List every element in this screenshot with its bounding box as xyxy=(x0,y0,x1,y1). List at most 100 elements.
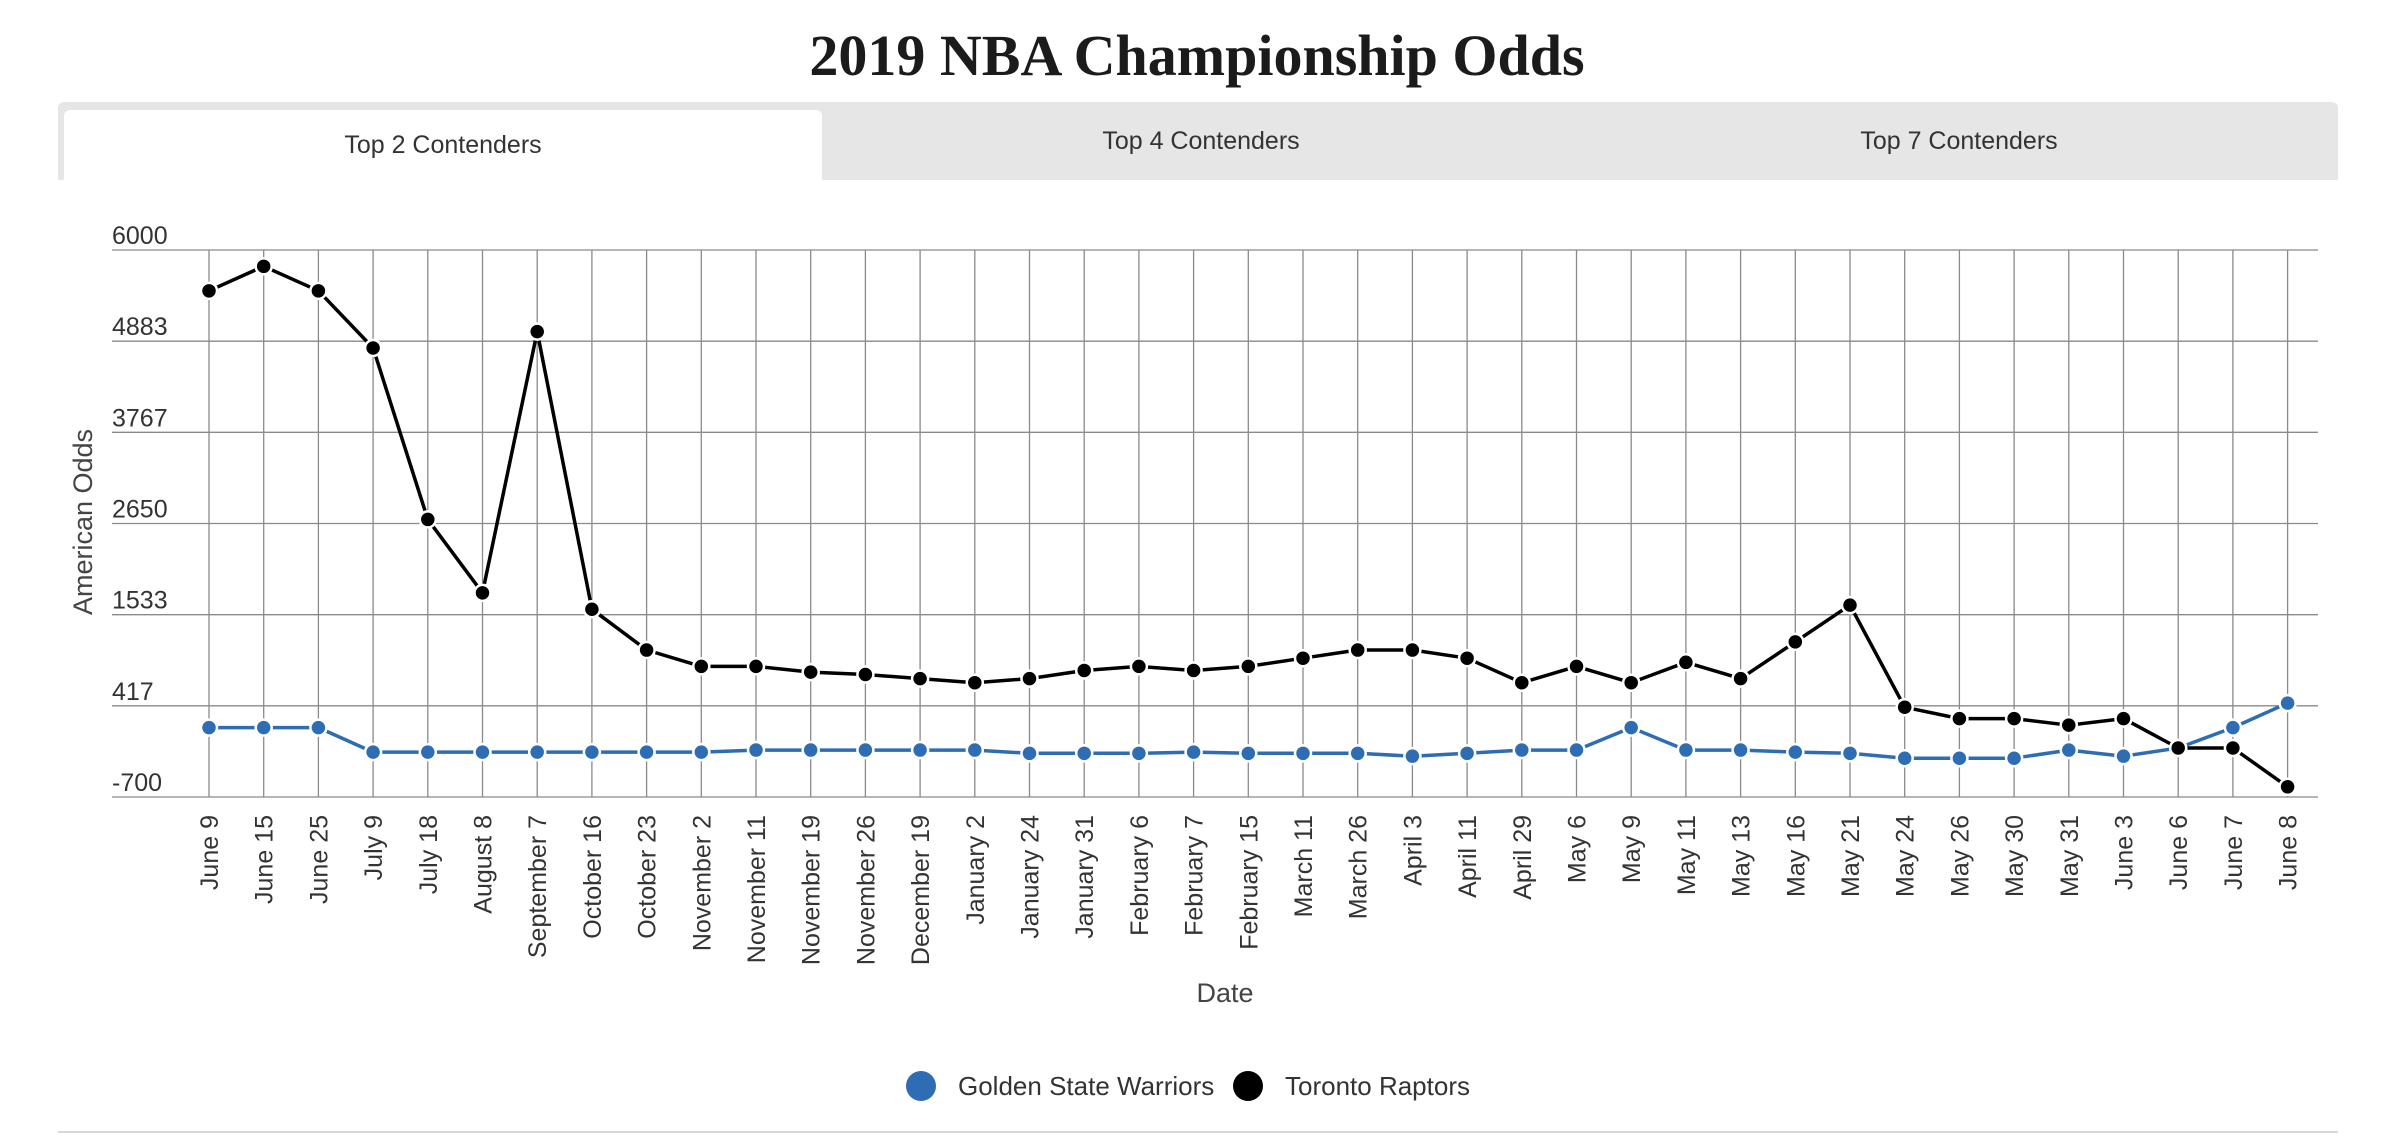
data-point-toronto-raptors[interactable] xyxy=(2004,709,2024,728)
data-point-golden-state-warriors[interactable] xyxy=(1895,748,1914,768)
data-point-toronto-raptors[interactable] xyxy=(637,640,656,660)
data-point-golden-state-warriors[interactable] xyxy=(910,740,930,760)
x-tick-label: November 26 xyxy=(852,815,880,965)
data-point-golden-state-warriors[interactable] xyxy=(418,742,438,762)
y-tick-label: 2650 xyxy=(112,496,168,524)
data-point-golden-state-warriors[interactable] xyxy=(473,742,492,762)
data-point-golden-state-warriors[interactable] xyxy=(1567,740,1586,760)
x-tick-label: October 23 xyxy=(634,815,662,939)
data-point-toronto-raptors[interactable] xyxy=(1348,640,1367,660)
data-point-toronto-raptors[interactable] xyxy=(1950,709,1969,728)
data-point-golden-state-warriors[interactable] xyxy=(692,742,711,762)
data-point-golden-state-warriors[interactable] xyxy=(1621,718,1641,737)
data-point-toronto-raptors[interactable] xyxy=(363,338,383,358)
data-point-golden-state-warriors[interactable] xyxy=(309,718,328,737)
tab-top-7-contenders[interactable]: Top 7 Contenders xyxy=(1860,126,2058,155)
data-point-toronto-raptors[interactable] xyxy=(199,281,219,301)
data-point-golden-state-warriors[interactable] xyxy=(527,742,547,762)
data-point-toronto-raptors[interactable] xyxy=(1457,648,1477,668)
data-point-toronto-raptors[interactable] xyxy=(856,665,875,684)
data-point-toronto-raptors[interactable] xyxy=(473,583,492,603)
legend-marker-toronto-raptors[interactable] xyxy=(1233,1071,1263,1101)
data-point-golden-state-warriors[interactable] xyxy=(1950,748,1969,768)
y-tick-label: 6000 xyxy=(112,222,168,250)
data-point-golden-state-warriors[interactable] xyxy=(637,742,656,762)
data-point-toronto-raptors[interactable] xyxy=(965,673,985,692)
data-point-golden-state-warriors[interactable] xyxy=(965,740,985,760)
data-point-golden-state-warriors[interactable] xyxy=(1348,744,1367,763)
x-tick-label: June 15 xyxy=(251,815,279,904)
data-point-toronto-raptors[interactable] xyxy=(582,599,602,619)
data-point-golden-state-warriors[interactable] xyxy=(582,742,602,762)
data-point-golden-state-warriors[interactable] xyxy=(801,740,820,760)
data-point-toronto-raptors[interactable] xyxy=(1676,653,1696,672)
data-point-golden-state-warriors[interactable] xyxy=(1129,744,1149,763)
data-point-toronto-raptors[interactable] xyxy=(1621,673,1641,692)
x-tick-label: August 8 xyxy=(470,815,498,914)
data-point-toronto-raptors[interactable] xyxy=(1895,697,1914,717)
data-point-golden-state-warriors[interactable] xyxy=(1731,740,1750,760)
data-point-golden-state-warriors[interactable] xyxy=(2114,746,2133,766)
data-point-golden-state-warriors[interactable] xyxy=(1786,742,1805,762)
x-tick-label: June 8 xyxy=(2275,815,2303,890)
data-point-toronto-raptors[interactable] xyxy=(1020,669,1039,688)
data-point-golden-state-warriors[interactable] xyxy=(2059,740,2079,760)
data-point-toronto-raptors[interactable] xyxy=(746,657,766,676)
data-point-golden-state-warriors[interactable] xyxy=(856,740,875,760)
data-point-toronto-raptors[interactable] xyxy=(1512,673,1532,692)
data-point-toronto-raptors[interactable] xyxy=(2114,709,2133,728)
data-point-golden-state-warriors[interactable] xyxy=(1020,744,1039,763)
data-point-golden-state-warriors[interactable] xyxy=(1403,746,1422,766)
data-point-toronto-raptors[interactable] xyxy=(2278,777,2297,797)
legend-label-toronto-raptors[interactable]: Toronto Raptors xyxy=(1285,1071,1470,1101)
data-point-toronto-raptors[interactable] xyxy=(692,657,711,676)
data-point-toronto-raptors[interactable] xyxy=(309,281,328,301)
data-point-toronto-raptors[interactable] xyxy=(1567,657,1586,676)
data-point-toronto-raptors[interactable] xyxy=(801,662,820,682)
tab-top-4-contenders[interactable]: Top 4 Contenders xyxy=(1102,126,1300,155)
data-point-toronto-raptors[interactable] xyxy=(2168,738,2188,758)
data-point-toronto-raptors[interactable] xyxy=(2223,738,2243,758)
data-point-toronto-raptors[interactable] xyxy=(1786,632,1805,652)
data-point-golden-state-warriors[interactable] xyxy=(1293,744,1313,763)
y-tick-label: -700 xyxy=(112,769,162,797)
x-tick-label: May 13 xyxy=(1728,815,1756,897)
data-point-toronto-raptors[interactable] xyxy=(1074,661,1094,680)
data-point-golden-state-warriors[interactable] xyxy=(1074,744,1094,763)
x-tick-label: June 9 xyxy=(196,815,224,890)
data-point-toronto-raptors[interactable] xyxy=(1403,640,1422,660)
tab-bar: Top 2 Contenders Top 4 Contenders Top 7 … xyxy=(58,102,2338,180)
data-point-golden-state-warriors[interactable] xyxy=(2278,693,2297,713)
data-point-toronto-raptors[interactable] xyxy=(1184,661,1203,680)
data-point-golden-state-warriors[interactable] xyxy=(363,742,383,762)
x-tick-label: April 29 xyxy=(1509,815,1537,900)
x-axis-ticks: June 9 June 15 June 25 July 9 July 18 August … xyxy=(196,815,2303,965)
data-point-golden-state-warriors[interactable] xyxy=(1676,740,1696,760)
data-point-golden-state-warriors[interactable] xyxy=(1184,742,1203,762)
data-point-golden-state-warriors[interactable] xyxy=(1457,744,1477,763)
data-point-golden-state-warriors[interactable] xyxy=(1840,744,1860,763)
data-point-golden-state-warriors[interactable] xyxy=(2004,748,2024,768)
data-point-toronto-raptors[interactable] xyxy=(910,669,930,688)
data-point-toronto-raptors[interactable] xyxy=(1840,595,1860,615)
data-point-toronto-raptors[interactable] xyxy=(254,257,273,276)
data-point-golden-state-warriors[interactable] xyxy=(1239,744,1258,763)
data-point-toronto-raptors[interactable] xyxy=(1239,657,1258,676)
data-point-golden-state-warriors[interactable] xyxy=(746,740,766,760)
data-point-golden-state-warriors[interactable] xyxy=(2223,718,2243,737)
data-point-golden-state-warriors[interactable] xyxy=(1512,740,1532,760)
grid xyxy=(112,249,2318,798)
data-point-toronto-raptors[interactable] xyxy=(418,510,438,529)
legend-label-golden-state-warriors[interactable]: Golden State Warriors xyxy=(958,1071,1214,1101)
x-tick-label: May 30 xyxy=(2001,815,2029,897)
tab-top-2-contenders[interactable]: Top 2 Contenders xyxy=(64,110,822,180)
x-tick-label: May 9 xyxy=(1618,815,1646,883)
data-point-toronto-raptors[interactable] xyxy=(1293,648,1313,668)
data-point-golden-state-warriors[interactable] xyxy=(199,718,219,737)
legend-marker-golden-state-warriors[interactable] xyxy=(906,1071,936,1101)
data-point-toronto-raptors[interactable] xyxy=(2059,715,2079,735)
data-point-toronto-raptors[interactable] xyxy=(1731,669,1750,688)
data-point-toronto-raptors[interactable] xyxy=(527,322,547,341)
data-point-toronto-raptors[interactable] xyxy=(1129,657,1149,676)
data-point-golden-state-warriors[interactable] xyxy=(254,718,273,737)
